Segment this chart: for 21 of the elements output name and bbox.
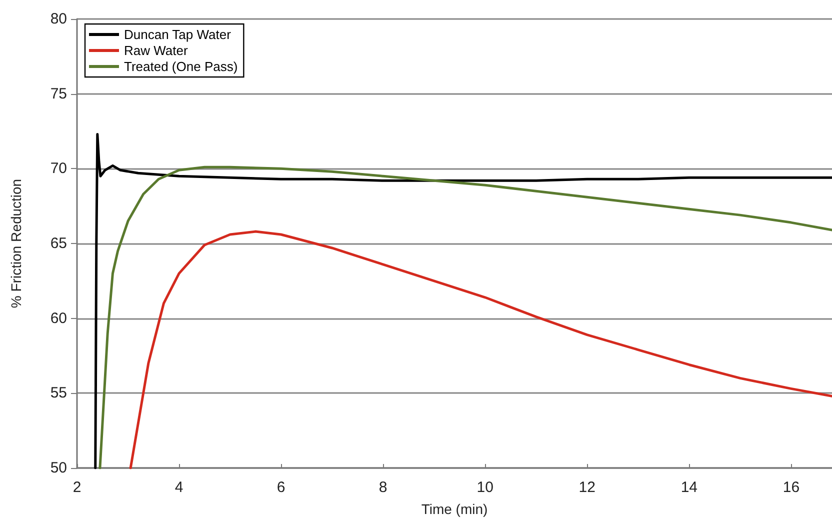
y-tick-label: 70 xyxy=(50,160,67,178)
y-tick-label: 75 xyxy=(50,85,67,102)
x-tick-label: 6 xyxy=(276,479,286,496)
x-tick-label: 12 xyxy=(578,479,596,496)
x-tick-label: 10 xyxy=(476,479,494,496)
x-tick-label: 4 xyxy=(174,479,184,496)
x-tick-label: 14 xyxy=(680,479,698,496)
legend-label: Raw Water xyxy=(124,43,188,58)
line-series xyxy=(129,230,832,470)
y-tick-label: 60 xyxy=(50,310,67,327)
y-tick-label: 55 xyxy=(50,384,67,402)
y-tick-label: 80 xyxy=(50,10,67,28)
legend-label: Duncan Tap Water xyxy=(124,27,232,42)
x-tick-label: 8 xyxy=(378,479,388,496)
legend-label: Treated (One Pass) xyxy=(124,59,238,74)
y-axis-title: % Friction Reduction xyxy=(8,178,24,308)
x-tick-label: 16 xyxy=(782,479,800,496)
x-axis-title: Time (min) xyxy=(421,501,488,517)
y-tick-label: 65 xyxy=(50,235,67,252)
y-tick-label: 50 xyxy=(50,460,67,476)
x-tick-label: 2 xyxy=(72,479,82,496)
